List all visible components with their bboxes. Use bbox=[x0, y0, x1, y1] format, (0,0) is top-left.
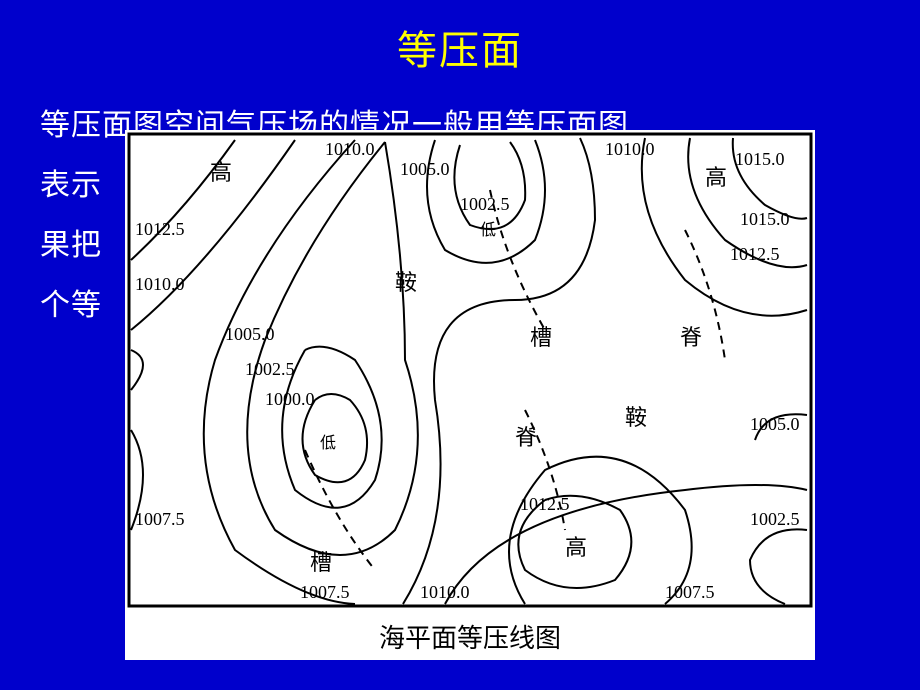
pressure-value: 1010.0 bbox=[135, 274, 185, 294]
isobar-line bbox=[131, 140, 235, 260]
pressure-value: 1015.0 bbox=[735, 149, 785, 169]
pressure-value: 1012.5 bbox=[730, 244, 780, 264]
body-line-2a: 表示 bbox=[40, 169, 102, 202]
isobar-line bbox=[454, 142, 525, 229]
isobar-line bbox=[445, 485, 807, 604]
body-line-3a: 果把 bbox=[40, 229, 102, 262]
pressure-value: 1015.0 bbox=[740, 209, 790, 229]
label-high: 高 bbox=[210, 160, 232, 185]
page-title: 等压面 bbox=[0, 0, 920, 76]
label-trough: 槽 bbox=[530, 325, 552, 350]
label-trough: 槽 bbox=[310, 550, 332, 575]
label-high: 高 bbox=[705, 165, 727, 190]
body-line-4: 个等 bbox=[40, 289, 102, 322]
pressure-value: 1012.5 bbox=[520, 494, 570, 514]
diagram-caption: 海平面等压线图 bbox=[125, 610, 815, 655]
isobar-line bbox=[282, 347, 382, 508]
isobar-line bbox=[131, 350, 143, 390]
pressure-value: 1010.0 bbox=[605, 139, 655, 159]
pressure-value: 1007.5 bbox=[300, 582, 350, 602]
pressure-value: 1002.5 bbox=[750, 509, 800, 529]
pressure-value: 1002.5 bbox=[460, 194, 510, 214]
pressure-value: 1005.0 bbox=[400, 159, 450, 179]
pressure-value: 1010.0 bbox=[325, 139, 375, 159]
isobar-svg: 1010.0 1005.0 1010.0 1015.0 1002.5 1015.… bbox=[125, 130, 815, 610]
label-ridge: 脊 bbox=[680, 325, 702, 350]
pressure-value: 1002.5 bbox=[245, 359, 295, 379]
label-saddle: 鞍 bbox=[395, 270, 417, 295]
pressure-value: 1000.0 bbox=[265, 389, 315, 409]
pressure-value: 1012.5 bbox=[135, 219, 185, 239]
pressure-value: 1010.0 bbox=[420, 582, 470, 602]
label-high: 高 bbox=[565, 535, 587, 560]
pressure-value: 1007.5 bbox=[665, 582, 715, 602]
isobar-line bbox=[750, 529, 807, 604]
pressure-value: 1005.0 bbox=[225, 324, 275, 344]
label-low: 低 bbox=[480, 221, 496, 239]
label-low: 低 bbox=[320, 434, 336, 452]
pressure-value: 1005.0 bbox=[750, 414, 800, 434]
pressure-value: 1007.5 bbox=[135, 509, 185, 529]
label-ridge: 脊 bbox=[515, 425, 537, 450]
isobar-diagram: 1010.0 1005.0 1010.0 1015.0 1002.5 1015.… bbox=[125, 130, 815, 660]
label-saddle: 鞍 bbox=[625, 405, 647, 430]
